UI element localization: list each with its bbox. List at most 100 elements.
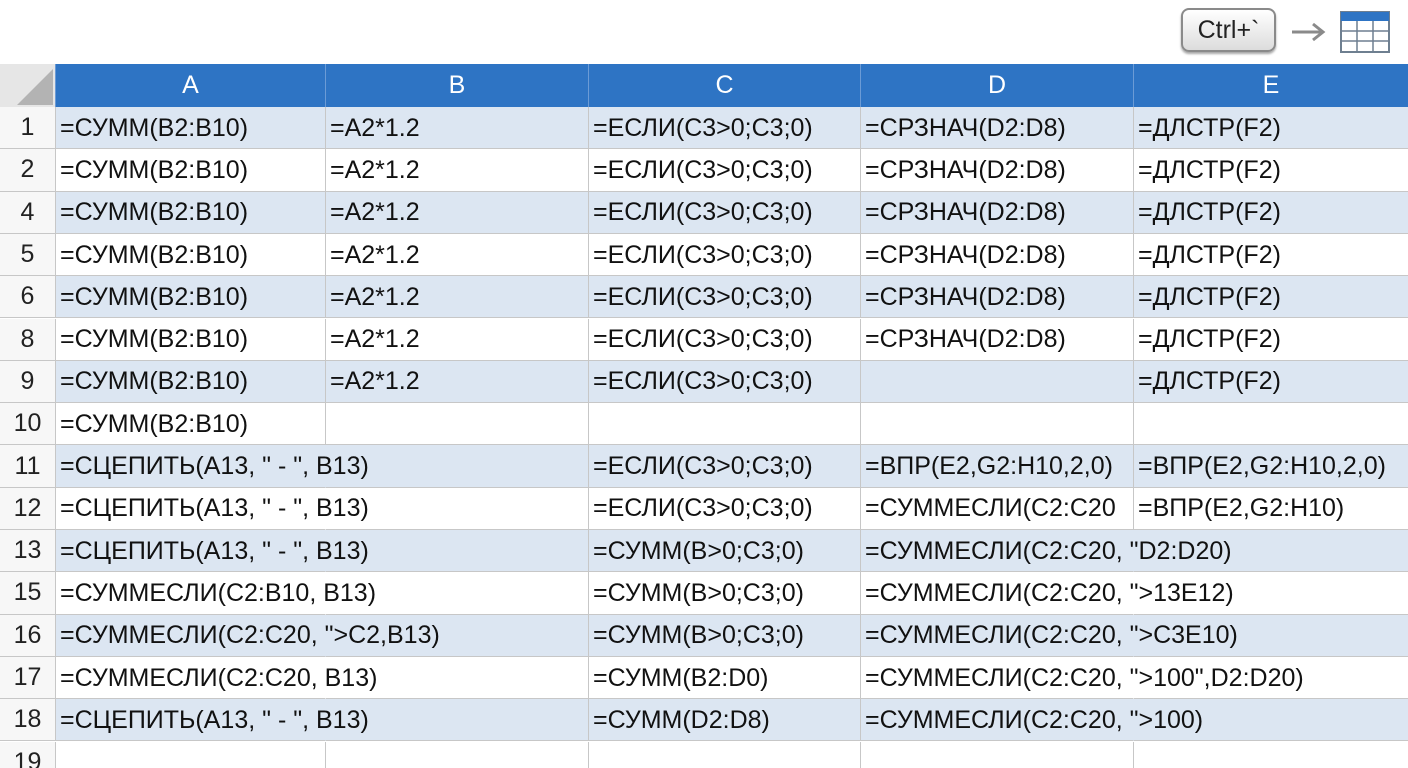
cell[interactable] [860,403,1133,446]
cell[interactable] [860,741,1133,768]
cell[interactable] [55,487,325,530]
cell[interactable] [55,107,325,150]
cell[interactable] [860,445,1133,488]
cell[interactable] [860,572,1133,615]
cell[interactable] [1133,699,1408,742]
cell[interactable] [55,191,325,234]
cell[interactable] [325,572,588,615]
cell[interactable] [325,233,588,277]
column-header[interactable]: E [1133,64,1408,107]
row-header[interactable]: 6 [0,276,55,319]
cell[interactable] [860,233,1133,277]
column-header[interactable]: C [588,64,860,107]
cell[interactable] [1133,360,1408,404]
cell[interactable] [1133,656,1408,700]
cell[interactable] [860,191,1133,234]
cell[interactable] [860,487,1133,530]
cell[interactable] [325,487,588,530]
cell[interactable] [588,572,860,615]
cell[interactable] [860,149,1133,192]
cell[interactable] [860,699,1133,742]
cell[interactable] [588,233,860,277]
row-header[interactable]: 19 [0,741,55,768]
cell[interactable] [55,445,325,488]
cell[interactable] [860,530,1133,573]
cell[interactable] [588,149,860,192]
column-header[interactable]: D [860,64,1133,107]
row-header[interactable]: 8 [0,318,55,361]
cell[interactable] [1133,318,1408,361]
cell[interactable] [588,107,860,150]
cell[interactable] [1133,233,1408,277]
cell[interactable] [55,656,325,700]
cell[interactable] [325,107,588,150]
cell[interactable] [1133,107,1408,150]
row-header[interactable]: 16 [0,614,55,657]
cell[interactable] [860,614,1133,657]
cell[interactable] [588,445,860,488]
cell[interactable] [1133,572,1408,615]
cell[interactable] [1133,149,1408,192]
cell[interactable] [588,276,860,319]
cell[interactable] [1133,530,1408,573]
row-header[interactable]: 12 [0,487,55,530]
row-header[interactable]: 13 [0,530,55,573]
cell[interactable] [55,318,325,361]
cell[interactable] [588,699,860,742]
cell[interactable] [588,403,860,446]
row-header[interactable]: 17 [0,656,55,700]
column-header[interactable]: A [55,64,325,107]
cell[interactable] [55,530,325,573]
row-header[interactable]: 15 [0,572,55,615]
cell[interactable] [55,572,325,615]
select-all-corner[interactable] [0,64,55,107]
cell[interactable] [1133,487,1408,530]
cell[interactable] [325,656,588,700]
cell[interactable] [860,656,1133,700]
cell[interactable] [325,445,588,488]
cell[interactable] [1133,614,1408,657]
cell[interactable] [325,741,588,768]
cell[interactable] [860,360,1133,404]
shortcut-key[interactable]: Ctrl+` [1181,8,1276,52]
cell[interactable] [1133,403,1408,446]
cell[interactable] [55,699,325,742]
cell[interactable] [1133,276,1408,319]
cell[interactable] [325,530,588,573]
cell[interactable] [55,276,325,319]
row-header[interactable]: 11 [0,445,55,488]
cell[interactable] [55,741,325,768]
cell[interactable] [588,530,860,573]
cell[interactable] [588,614,860,657]
cell[interactable] [860,318,1133,361]
cell[interactable] [588,318,860,361]
cell[interactable] [588,360,860,404]
cell[interactable] [588,191,860,234]
cell[interactable] [860,276,1133,319]
cell[interactable] [325,360,588,404]
column-header[interactable]: B [325,64,588,107]
cell[interactable] [588,656,860,700]
row-header[interactable]: 4 [0,191,55,234]
cell[interactable] [325,276,588,319]
row-header[interactable]: 1 [0,107,55,150]
cell[interactable] [325,191,588,234]
cell[interactable] [588,741,860,768]
row-header[interactable]: 2 [0,149,55,192]
cell[interactable] [55,149,325,192]
cell[interactable] [325,149,588,192]
cell[interactable] [55,614,325,657]
row-header[interactable]: 18 [0,699,55,742]
cell[interactable] [860,107,1133,150]
cell[interactable] [325,699,588,742]
cell[interactable] [588,487,860,530]
cell[interactable] [325,318,588,361]
cell[interactable] [1133,445,1408,488]
cell[interactable] [1133,741,1408,768]
cell[interactable] [55,233,325,277]
row-header[interactable]: 10 [0,403,55,446]
cell[interactable] [55,360,325,404]
cell[interactable] [325,614,588,657]
cell[interactable] [1133,191,1408,234]
cell[interactable] [55,403,325,446]
